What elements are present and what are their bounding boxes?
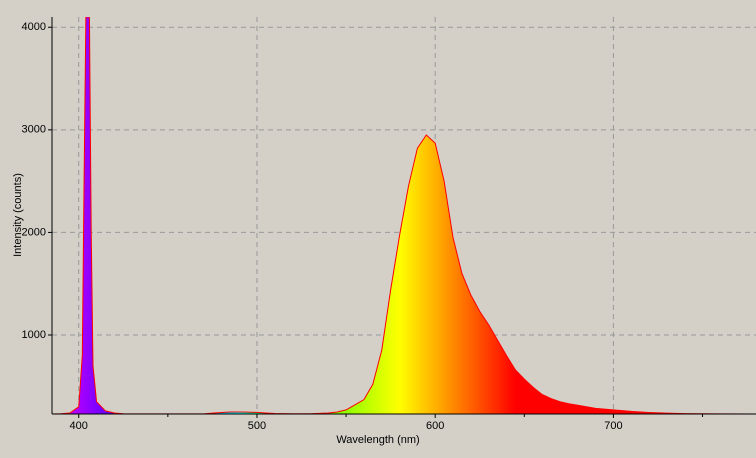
y-tick-label: 4000 [22, 21, 46, 33]
y-tick-label: 1000 [22, 329, 46, 341]
spectrum-line [52, 17, 756, 414]
x-tick-label: 400 [70, 420, 88, 432]
y-tick-label: 3000 [22, 124, 46, 136]
x-tick-label: 700 [604, 420, 622, 432]
x-tick-label: 500 [248, 420, 266, 432]
x-axis-label: Wavelength (nm) [336, 434, 419, 446]
y-tick-label: 2000 [22, 226, 46, 238]
spectrum-area [52, 17, 756, 414]
x-tick-label: 600 [426, 420, 444, 432]
series [52, 17, 756, 414]
y-axis-label: Intensity (counts) [12, 173, 24, 257]
